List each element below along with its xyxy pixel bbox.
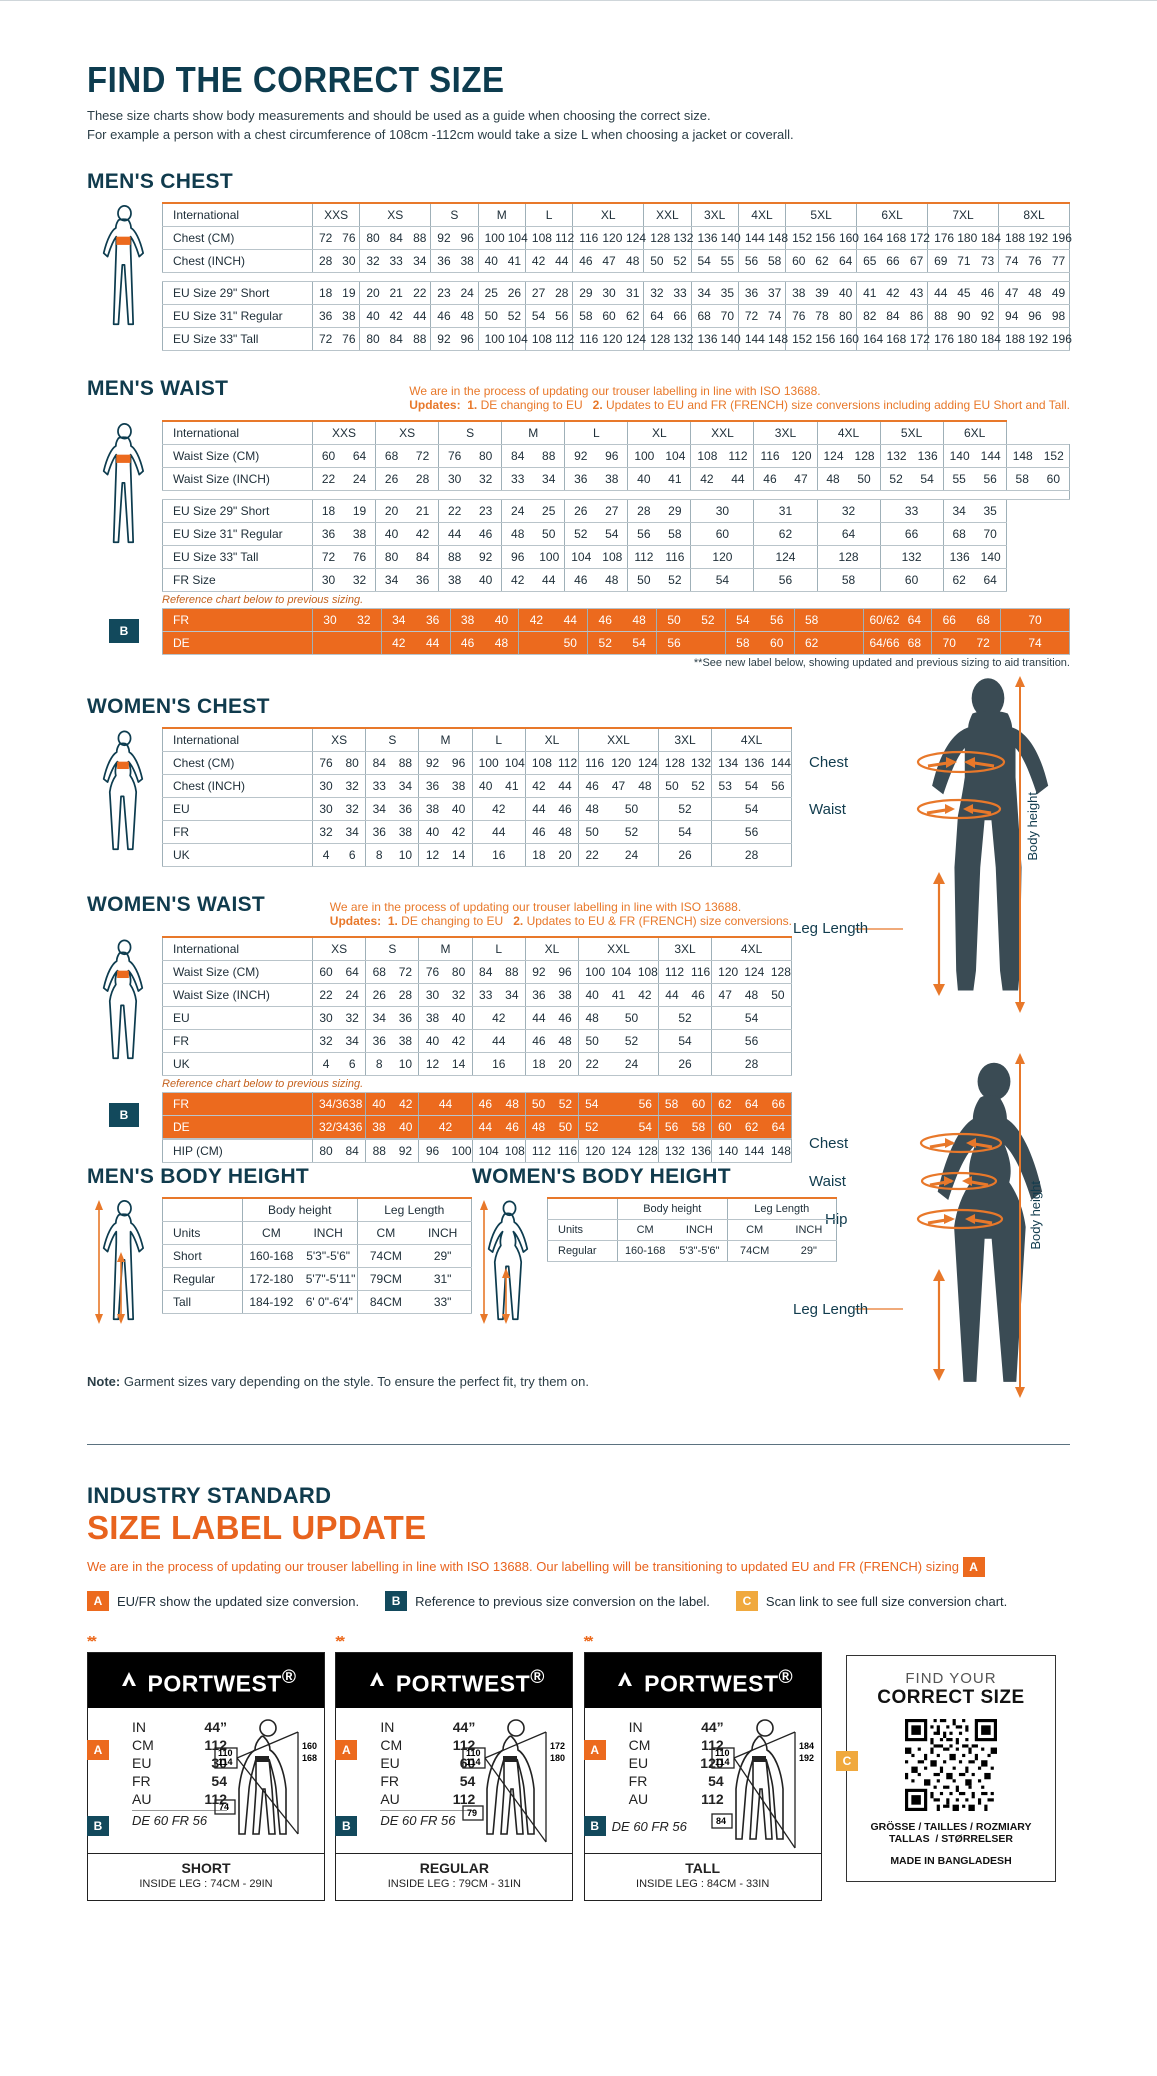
svg-text:192: 192 (799, 1753, 814, 1763)
svg-text:114: 114 (466, 1757, 481, 1767)
svg-text:184: 184 (799, 1741, 814, 1751)
svg-text:172: 172 (550, 1741, 565, 1751)
svg-text:79: 79 (467, 1808, 477, 1818)
svg-text:160: 160 (302, 1741, 317, 1751)
svg-text:168: 168 (302, 1753, 317, 1763)
svg-text:180: 180 (550, 1753, 565, 1763)
svg-text:84: 84 (716, 1816, 726, 1826)
svg-text:114: 114 (715, 1757, 730, 1767)
svg-text:74: 74 (219, 1802, 229, 1812)
svg-text:114: 114 (218, 1757, 233, 1767)
